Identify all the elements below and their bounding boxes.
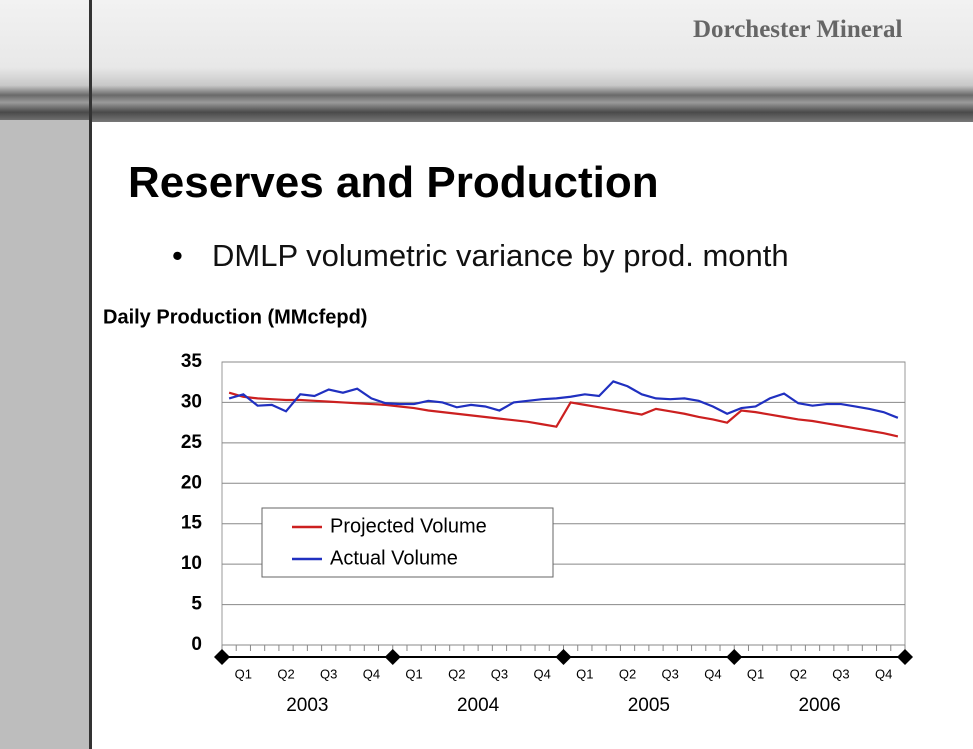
x-tick-label: Q1 (747, 666, 764, 681)
slide: Dorchester Mineral Reserves and Producti… (0, 0, 973, 749)
y-tick-label: 25 (181, 432, 203, 453)
x-tick-label: Q1 (235, 666, 252, 681)
y-tick-label: 5 (191, 594, 202, 615)
y-tick-label: 15 (181, 513, 203, 534)
chart: Daily Production (MMcfepd) 0 5 10 15 20 25 30 3… (0, 0, 973, 749)
x-tick-label: Q4 (875, 666, 892, 681)
y-tick-label: 10 (181, 553, 202, 574)
x-tick-label: Q4 (533, 666, 550, 681)
x-tick-label: Q3 (832, 666, 849, 681)
year-label: 2004 (457, 695, 500, 716)
x-tick-label: Q1 (576, 666, 593, 681)
x-tick-label: Q1 (405, 666, 422, 681)
chart-title: Daily Production (MMcfepd) (103, 306, 367, 328)
x-tick-label: Q2 (790, 666, 807, 681)
year-label: 2003 (286, 695, 328, 716)
x-tick-label: Q3 (491, 666, 508, 681)
series-line (229, 393, 898, 437)
x-tick-label: Q2 (619, 666, 636, 681)
legend-label: Actual Volume (330, 547, 458, 569)
x-tick-label: Q2 (448, 666, 465, 681)
year-divider (214, 649, 230, 665)
series-line (229, 381, 898, 417)
y-tick-label: 20 (181, 472, 202, 493)
y-tick-label: 35 (181, 351, 203, 372)
x-tick-label: Q3 (320, 666, 337, 681)
year-divider (897, 649, 913, 665)
y-tick-label: 0 (191, 634, 202, 655)
year-divider (385, 649, 401, 665)
x-tick-label: Q2 (277, 666, 294, 681)
x-tick-label: Q4 (704, 666, 721, 681)
x-tick-label: Q4 (363, 666, 380, 681)
legend-label: Projected Volume (330, 515, 487, 537)
year-label: 2006 (798, 695, 840, 716)
x-tick-label: Q3 (662, 666, 679, 681)
y-tick-label: 30 (181, 391, 202, 412)
year-label: 2005 (628, 695, 670, 716)
year-divider (556, 649, 572, 665)
year-divider (726, 649, 742, 665)
